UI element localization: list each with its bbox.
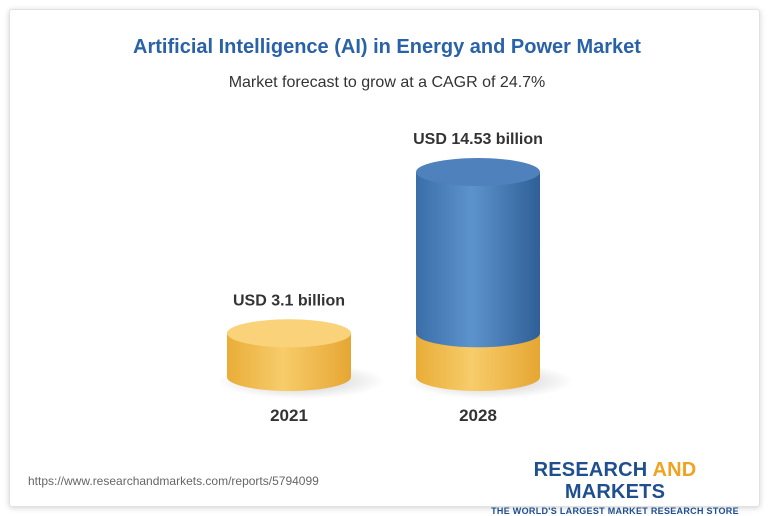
value-label-2021: USD 3.1 billion (233, 292, 345, 309)
chart-card (9, 9, 760, 507)
value-label-2028: USD 14.53 billion (413, 131, 543, 148)
chart-title: Artificial Intelligence (AI) in Energy a… (133, 36, 641, 58)
source-url: https://www.researchandmarkets.com/repor… (28, 474, 319, 488)
bar-2028-growth-segment (416, 172, 540, 334)
category-label-2028: 2028 (459, 406, 497, 425)
brand-tagline: THE WORLD'S LARGEST MARKET RESEARCH STOR… (491, 506, 739, 516)
bar-2028-growth-bottom (416, 319, 540, 348)
brand-logo: RESEARCH AND MARKETS THE WORLD'S LARGEST… (488, 459, 742, 516)
chart-subtitle: Market forecast to grow at a CAGR of 24.… (228, 74, 546, 91)
brand-name: RESEARCH AND MARKETS (533, 459, 697, 503)
bar-2021-bottom (227, 363, 351, 391)
category-label-2021: 2021 (270, 406, 308, 425)
bar-2021-top (227, 319, 351, 348)
bar-2028-top (416, 158, 540, 186)
bar-2028-bottom (416, 363, 540, 391)
